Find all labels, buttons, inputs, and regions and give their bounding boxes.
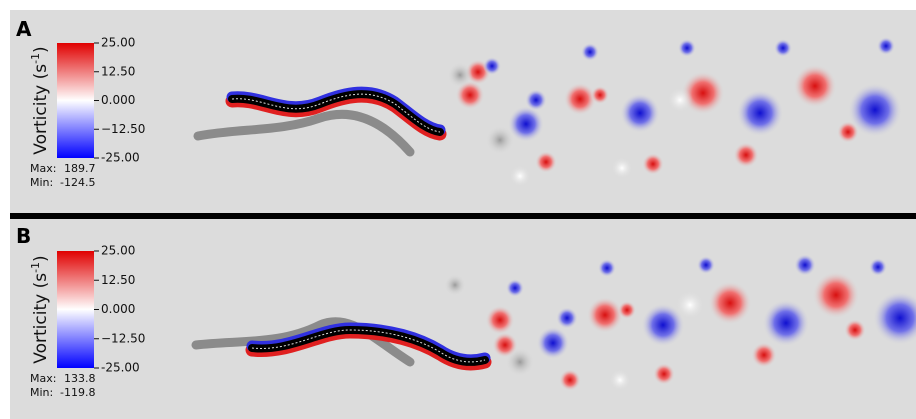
vortex <box>598 259 616 277</box>
panel-label: B <box>16 224 31 248</box>
vortex <box>653 363 675 385</box>
vortex <box>618 301 636 319</box>
vortex <box>509 165 531 187</box>
vortex <box>587 297 623 333</box>
colorbar-title-end: ) <box>31 46 51 53</box>
vortex <box>676 291 705 320</box>
colorbar <box>57 43 94 158</box>
vortex <box>556 307 578 329</box>
vortex <box>506 348 535 377</box>
colorbar <box>57 251 94 368</box>
min-value: -124.5 <box>60 176 95 189</box>
vortex <box>506 279 524 297</box>
colorbar-tick-label: 25.00 <box>101 36 135 50</box>
colorbar-tick-label: −12.50 <box>101 122 145 136</box>
colorbar-tick-label: 25.00 <box>101 244 135 258</box>
vortex <box>737 90 784 137</box>
vortex <box>535 151 557 173</box>
vortex <box>486 306 515 335</box>
vortex <box>667 87 692 112</box>
vortex <box>733 142 758 167</box>
vortex <box>609 369 631 391</box>
max-label: Max: <box>30 162 56 175</box>
colorbar-tick-label: -25.00 <box>101 361 140 375</box>
max-value: 189.7 <box>64 162 96 175</box>
colorbar-tick-label: -25.00 <box>101 151 140 165</box>
colorbar-title-sup: -1 <box>29 262 42 273</box>
vortex <box>877 37 895 55</box>
vortex <box>751 342 776 367</box>
vortex <box>678 39 696 57</box>
colorbar-tick-label: 12.50 <box>101 273 135 287</box>
vortex <box>642 153 664 175</box>
min-value: -119.8 <box>60 386 95 399</box>
colorbar-title-sup: -1 <box>29 53 42 64</box>
min-label: Min: <box>30 386 53 399</box>
vortex <box>581 43 599 61</box>
vortex <box>708 281 751 324</box>
vortex <box>483 57 501 75</box>
colorbar-tick-label: 12.50 <box>101 64 135 78</box>
vortex <box>697 256 715 274</box>
colorbar-title-text: Vorticity (s <box>31 64 51 155</box>
vortex <box>793 64 836 107</box>
vortex <box>774 39 792 57</box>
colorbar-title-text: Vorticity (s <box>31 273 51 364</box>
vortex <box>444 274 466 296</box>
vortex <box>486 126 515 155</box>
max-value: 133.8 <box>64 372 96 385</box>
vortex <box>844 319 866 341</box>
vortex <box>869 258 887 276</box>
colorbar-tick-label: 0.000 <box>101 302 135 316</box>
max-label: Max: <box>30 372 56 385</box>
colorbar-title-end: ) <box>31 255 51 262</box>
vortex <box>837 121 859 143</box>
vortex <box>620 93 660 133</box>
vortex <box>564 83 596 115</box>
vortex <box>611 157 633 179</box>
vortex <box>794 254 816 276</box>
vortex <box>447 62 472 87</box>
colorbar-tick-label: 0.000 <box>101 93 135 107</box>
vortex <box>591 86 609 104</box>
vortex <box>813 272 860 319</box>
figure: A 25.00 12.50 0.000 −12.50 -25.00 Vorticity (s… <box>0 0 916 419</box>
separator <box>10 213 916 219</box>
panel-label: A <box>16 17 32 41</box>
min-label: Min: <box>30 176 53 189</box>
vortex <box>559 369 581 391</box>
colorbar-tick-label: −12.50 <box>101 331 145 345</box>
vortex <box>537 327 569 359</box>
vortex <box>763 300 810 347</box>
